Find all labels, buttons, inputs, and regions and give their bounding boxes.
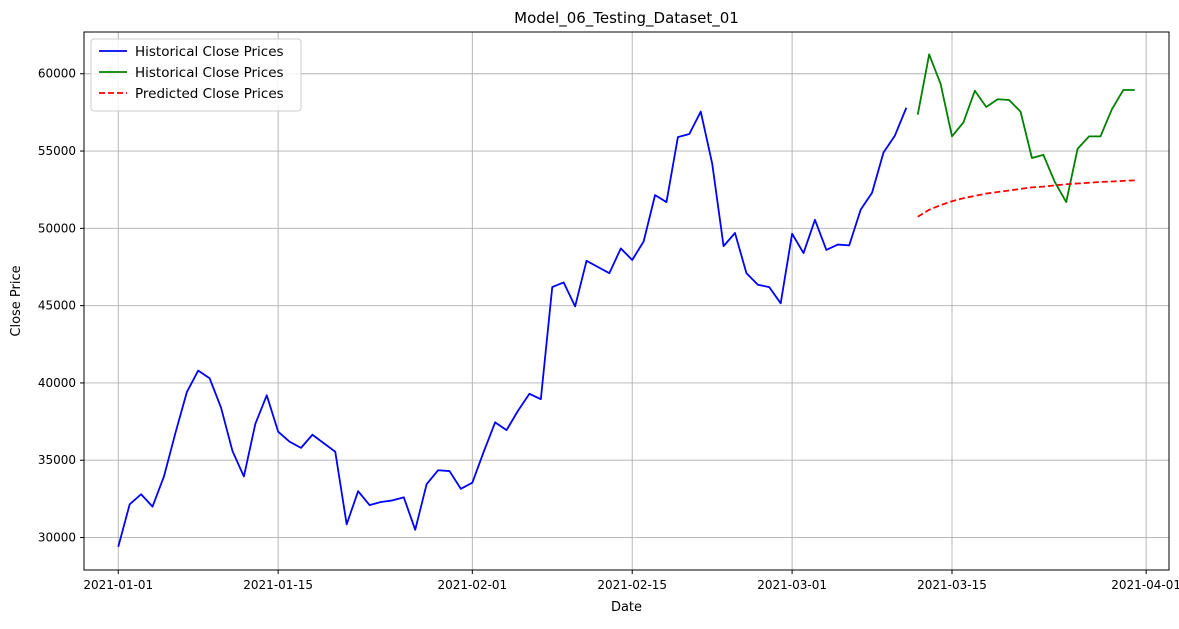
y-tick-label: 45000 bbox=[38, 299, 76, 313]
tick-layer: 2021-01-01 2021-01-15 2021-02-01 2021-02-15… bbox=[38, 67, 1179, 592]
y-tick-label: 50000 bbox=[38, 221, 76, 235]
legend-label: Historical Close Prices bbox=[135, 65, 284, 81]
x-tick-label: 2021-01-01 bbox=[83, 578, 153, 592]
y-axis-label: Close Price bbox=[9, 265, 24, 336]
x-axis-label: Date bbox=[611, 600, 642, 615]
y-tick-label: 35000 bbox=[38, 453, 76, 467]
series-layer bbox=[117, 53, 1135, 548]
y-tick-label: 60000 bbox=[38, 67, 76, 81]
x-tick-label: 2021-03-01 bbox=[757, 578, 827, 592]
legend-label: Historical Close Prices bbox=[135, 44, 284, 60]
y-tick-label: 55000 bbox=[38, 144, 76, 158]
series-line-2 bbox=[916, 53, 1135, 203]
grid-layer bbox=[84, 32, 1169, 570]
legend-box bbox=[90, 38, 302, 112]
y-tick-label: 40000 bbox=[38, 376, 76, 390]
series-line-1 bbox=[117, 107, 908, 548]
x-tick-label: 2021-04-01 bbox=[1111, 578, 1179, 592]
x-tick-label: 2021-03-15 bbox=[917, 578, 987, 592]
series-line-3 bbox=[917, 179, 1135, 218]
legend: Historical Close Prices Historical Close … bbox=[90, 38, 302, 112]
plot-area-frame bbox=[83, 31, 1170, 571]
x-tick-label: 2021-02-01 bbox=[437, 578, 507, 592]
y-tick-label: 30000 bbox=[38, 531, 76, 545]
chart-title: Model_06_Testing_Dataset_01 bbox=[514, 9, 739, 28]
legend-label: Predicted Close Prices bbox=[135, 86, 284, 102]
x-tick-label: 2021-01-15 bbox=[243, 578, 313, 592]
x-tick-label: 2021-02-15 bbox=[597, 578, 667, 592]
